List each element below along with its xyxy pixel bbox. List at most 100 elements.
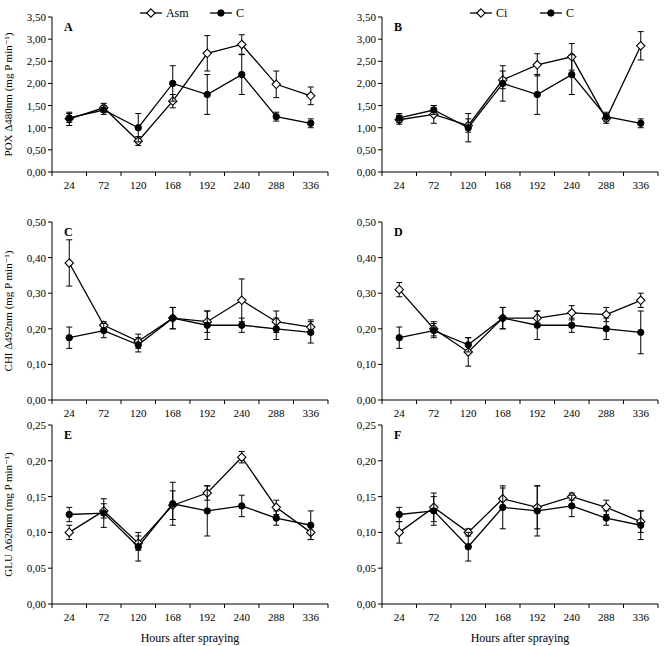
legend-label: Asm (166, 6, 189, 20)
error-bar (135, 114, 141, 142)
legend-label: C (236, 6, 244, 20)
marker (396, 115, 402, 121)
y-tick (378, 293, 382, 294)
plot-area (395, 283, 645, 367)
marker (101, 510, 107, 516)
marker (135, 125, 141, 131)
x-tick-label: 24 (394, 179, 406, 191)
y-tick (48, 568, 52, 569)
x-tick (589, 172, 590, 176)
x-tick-label: 336 (303, 611, 320, 623)
y-tick-label: 0,50 (27, 144, 47, 156)
y-tick-label: 0,50 (357, 216, 377, 228)
panel: 0,000,050,100,150,200,252472120168192240… (2, 419, 328, 645)
error-bar (239, 55, 245, 95)
error-bar (308, 119, 314, 128)
x-tick-label: 336 (303, 407, 320, 419)
x-tick (485, 400, 486, 404)
error-bar (638, 119, 644, 128)
x-tick (554, 400, 555, 404)
y-tick-label: 0,10 (357, 358, 377, 370)
y-tick-label: 2,00 (357, 77, 377, 89)
x-tick-label: 168 (495, 611, 512, 623)
y-axis (52, 425, 53, 604)
marker (431, 327, 437, 333)
series-line (69, 75, 311, 128)
marker (638, 120, 644, 126)
x-tick (52, 604, 53, 608)
y-tick (378, 149, 382, 150)
x-tick (416, 172, 417, 176)
y-axis-label: CHI Δ492nm (mg P min⁻¹) (2, 250, 15, 371)
y-tick-label: 2,50 (27, 55, 47, 67)
series-line (69, 318, 311, 345)
x-tick (224, 604, 225, 608)
x-tick (155, 172, 156, 176)
x-tick (293, 400, 294, 404)
panel-title: C (64, 225, 73, 239)
y-tick-label: 3,00 (357, 33, 377, 45)
y-axis (52, 17, 53, 172)
y-axis-label: POX Δ480nm (mg P min⁻¹) (2, 32, 15, 156)
error-bar (273, 318, 279, 339)
marker (238, 40, 246, 48)
x-tick (328, 604, 329, 608)
marker (170, 80, 176, 86)
y-tick (48, 425, 52, 426)
marker (569, 71, 575, 77)
x-tick-label: 192 (529, 611, 546, 623)
x-tick-label: 168 (495, 407, 512, 419)
error-bar (431, 323, 437, 337)
x-tick-label: 192 (199, 179, 216, 191)
x-tick-label: 24 (394, 611, 406, 623)
y-tick-label: 0,40 (357, 252, 377, 264)
marker (308, 120, 314, 126)
marker (500, 80, 506, 86)
y-tick-label: 0,00 (27, 166, 47, 178)
error-bar (465, 338, 471, 366)
x-tick-label: 24 (64, 179, 76, 191)
marker (307, 92, 315, 100)
y-tick-label: 0,10 (357, 526, 377, 538)
y-tick-label: 0,10 (27, 358, 47, 370)
y-tick (378, 105, 382, 106)
panel: 0,000,100,200,300,400,502472120168192240… (2, 216, 328, 419)
x-tick (86, 400, 87, 404)
x-tick-label: 240 (564, 407, 581, 419)
panel-title: A (64, 20, 73, 34)
y-tick-label: 0,15 (357, 491, 377, 503)
error-bar (396, 114, 402, 123)
y-tick (378, 83, 382, 84)
y-tick (378, 328, 382, 329)
x-tick-label: 192 (529, 179, 546, 191)
y-tick-label: 3,00 (27, 33, 47, 45)
error-bar (500, 486, 506, 529)
x-tick-label: 336 (633, 179, 650, 191)
x-tick-label: 24 (64, 611, 76, 623)
y-tick (378, 172, 382, 173)
x-tick-label: 336 (633, 407, 650, 419)
marker (101, 327, 107, 333)
marker (308, 329, 314, 335)
x-tick (623, 172, 624, 176)
plot-area (65, 35, 315, 146)
marker (603, 326, 609, 332)
x-tick (190, 400, 191, 404)
error-bar (66, 507, 72, 521)
x-tick (86, 172, 87, 176)
x-tick-label: 288 (598, 407, 615, 419)
y-tick (378, 39, 382, 40)
y-tick (48, 532, 52, 533)
marker (238, 296, 246, 304)
error-bar (465, 114, 471, 142)
x-tick-label: 168 (165, 611, 182, 623)
marker (204, 508, 210, 514)
marker (465, 342, 471, 348)
x-tick (416, 604, 417, 608)
marker (500, 315, 506, 321)
error-bar (431, 497, 437, 526)
y-tick-label: 1,50 (357, 100, 377, 112)
plot-area (395, 486, 645, 561)
y-tick (48, 400, 52, 401)
x-tick-label: 240 (564, 179, 581, 191)
